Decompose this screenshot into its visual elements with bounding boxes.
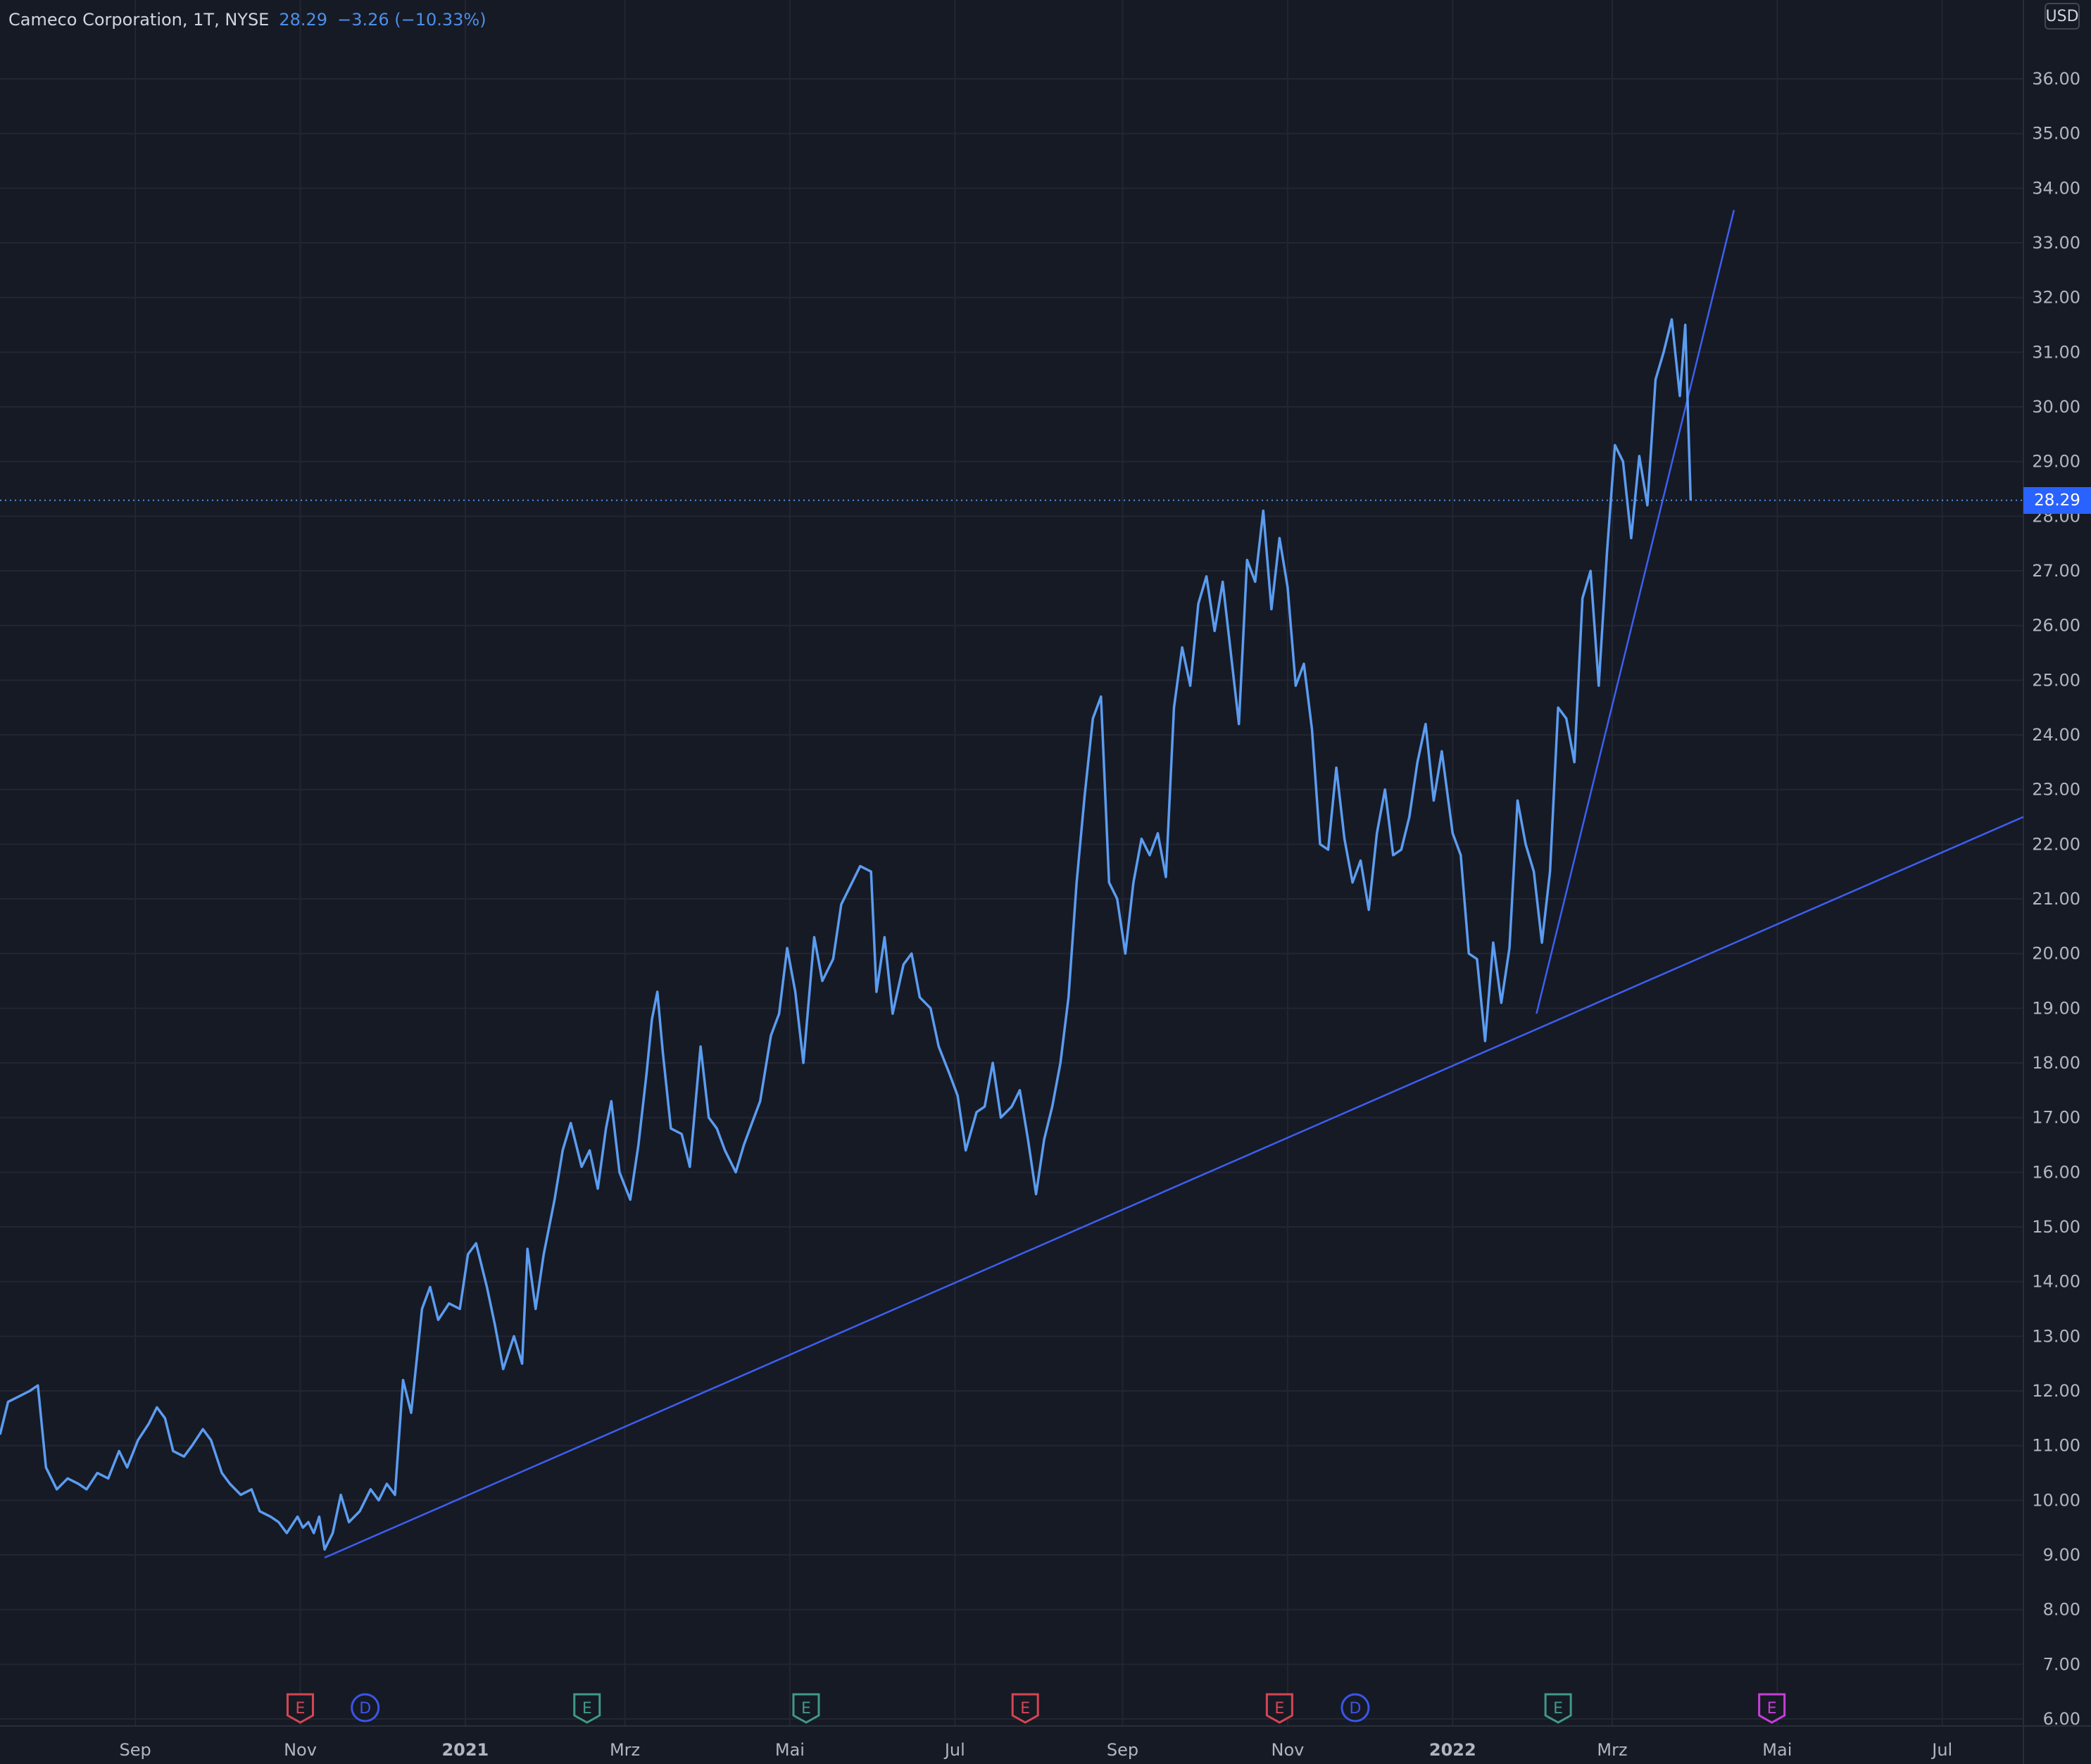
earnings-marker[interactable]: E	[1544, 1693, 1572, 1724]
last-price-tag: 28.29	[2023, 487, 2091, 514]
earnings-marker[interactable]: E	[1758, 1693, 1786, 1724]
x-tick-label: Mai	[775, 1740, 805, 1760]
y-tick-label: 13.00	[2032, 1326, 2080, 1346]
event-label: E	[296, 1700, 306, 1718]
trend-line[interactable]	[1536, 210, 1735, 1014]
earnings-marker[interactable]: E	[792, 1693, 820, 1724]
event-label: D	[1349, 1700, 1361, 1718]
y-tick-label: 20.00	[2032, 944, 2080, 964]
y-tick-label: 35.00	[2032, 124, 2080, 144]
y-tick-label: 11.00	[2032, 1436, 2080, 1456]
last-price: 28.29	[279, 10, 328, 30]
grid	[0, 0, 2023, 1726]
x-tick-label: Sep	[1107, 1740, 1138, 1760]
x-tick-label: Mrz	[610, 1740, 640, 1760]
x-tick-label: Jul	[943, 1740, 965, 1760]
dividend-marker[interactable]: D	[1340, 1693, 1370, 1722]
y-tick-label: 16.00	[2032, 1162, 2080, 1182]
x-tick-label: Mrz	[1597, 1740, 1627, 1760]
y-tick-label: 14.00	[2032, 1272, 2080, 1292]
y-tick-label: 19.00	[2032, 998, 2080, 1018]
event-label: D	[359, 1700, 371, 1718]
event-label: E	[1020, 1700, 1030, 1718]
y-tick-label: 21.00	[2032, 889, 2080, 909]
x-tick-label: Nov	[1271, 1740, 1304, 1760]
currency-button[interactable]: USD	[2045, 3, 2080, 30]
x-tick-label: Nov	[284, 1740, 317, 1760]
y-tick-label: 30.00	[2032, 397, 2080, 417]
earnings-marker[interactable]: E	[1265, 1693, 1293, 1724]
event-label: E	[1274, 1700, 1284, 1718]
y-tick-label: 26.00	[2032, 616, 2080, 636]
y-tick-label: 18.00	[2032, 1053, 2080, 1073]
x-tick-label: 2021	[441, 1740, 489, 1760]
dividend-marker[interactable]: D	[351, 1693, 380, 1722]
y-tick-label: 8.00	[2043, 1600, 2080, 1620]
y-tick-label: 15.00	[2032, 1217, 2080, 1237]
y-tick-label: 31.00	[2032, 342, 2080, 362]
y-tick-label: 23.00	[2032, 780, 2080, 800]
y-tick-label: 24.00	[2032, 725, 2080, 745]
y-tick-label: 25.00	[2032, 670, 2080, 690]
y-tick-label: 36.00	[2032, 69, 2080, 89]
symbol-title[interactable]: Cameco Corporation, 1T, NYSE	[8, 10, 270, 30]
x-tick-label: Sep	[119, 1740, 151, 1760]
price-line[interactable]	[0, 317, 1693, 1551]
earnings-marker[interactable]: E	[286, 1693, 314, 1724]
y-tick-label: 29.00	[2032, 452, 2080, 472]
earnings-marker[interactable]: E	[573, 1693, 601, 1724]
x-tick-label: 2022	[1429, 1740, 1476, 1760]
event-label: E	[1553, 1700, 1563, 1718]
y-tick-label: 32.00	[2032, 288, 2080, 308]
y-tick-label: 22.00	[2032, 834, 2080, 854]
event-label: E	[1767, 1700, 1777, 1718]
y-tick-label: 17.00	[2032, 1108, 2080, 1128]
event-label: E	[801, 1700, 811, 1718]
y-tick-label: 27.00	[2032, 561, 2080, 581]
x-tick-label: Jul	[1930, 1740, 1952, 1760]
earnings-marker[interactable]: E	[1011, 1693, 1039, 1724]
price-series[interactable]	[0, 317, 1693, 1551]
trend-line[interactable]	[324, 816, 2024, 1559]
y-tick-label: 9.00	[2043, 1545, 2080, 1565]
price-change: −3.26 (−10.33%)	[337, 10, 486, 30]
y-tick-label: 7.00	[2043, 1654, 2080, 1674]
y-tick-label: 12.00	[2032, 1381, 2080, 1401]
trend-lines[interactable]	[0, 210, 2024, 1559]
event-label: E	[582, 1700, 592, 1718]
y-tick-label: 10.00	[2032, 1490, 2080, 1510]
y-tick-label: 33.00	[2032, 233, 2080, 253]
y-tick-label: 34.00	[2032, 178, 2080, 198]
x-tick-label: Mai	[1762, 1740, 1792, 1760]
symbol-legend: Cameco Corporation, 1T, NYSE 28.29 −3.26…	[8, 6, 486, 34]
